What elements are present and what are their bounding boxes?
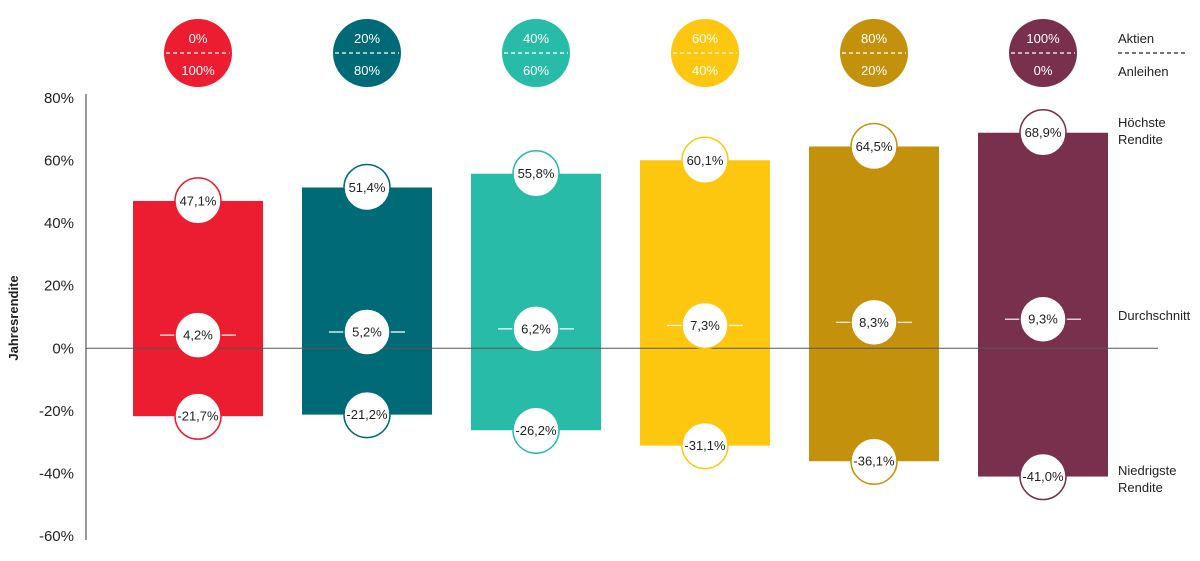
min-value-label: -41,0% [1022, 469, 1064, 484]
average-value-label: 4,2% [183, 328, 213, 343]
allocation-aktien: 0% [189, 31, 208, 46]
legend-aktien: Aktien [1118, 31, 1154, 46]
average-value-label: 7,3% [690, 318, 720, 333]
allocation-header: 80% 20% [840, 19, 908, 87]
allocation-header: 100% 0% [1009, 19, 1077, 87]
min-value-label: -36,1% [853, 454, 895, 469]
portfolio-value-group: 55,8% 6,2% -26,2% [498, 149, 574, 455]
min-value-circle [174, 392, 222, 440]
allocation-header: 20% 80% [333, 19, 401, 87]
allocation-header: 0% 100% [164, 19, 232, 87]
average-value-circle [850, 298, 898, 347]
y-tick-label: -20% [39, 403, 74, 420]
max-value-label: 55,8% [518, 166, 555, 181]
max-value-circle [1019, 108, 1067, 157]
allocation-aktien: 80% [861, 31, 887, 46]
allocation-aktien: 40% [523, 31, 549, 46]
portfolio-value-group: 68,9% 9,3% -41,0% [1005, 108, 1081, 501]
allocation-header: 60% 40% [671, 19, 739, 87]
max-value-circle [343, 163, 391, 212]
bar [471, 173, 601, 431]
allocation-anleihen: 80% [354, 63, 380, 78]
bars [133, 132, 1108, 477]
bar [302, 187, 432, 415]
legend-anleihen: Anleihen [1118, 64, 1169, 79]
min-value-label: -31,1% [684, 438, 726, 453]
portfolio-value-group: 60,1% 7,3% -31,1% [667, 136, 743, 470]
allocation-anleihen: 40% [692, 63, 718, 78]
y-tick-label: -60% [39, 528, 74, 545]
y-tick-label: 60% [44, 153, 74, 170]
max-value-circle [174, 177, 222, 225]
allocation-aktien: 60% [692, 31, 718, 46]
average-value-label: 6,2% [521, 321, 551, 336]
y-axis: 80% 60% 40% 20% 0% -20% -40% -60% [39, 90, 87, 545]
min-value-circle [850, 437, 898, 485]
allocation-anleihen: 60% [523, 63, 549, 78]
y-tick-label: 40% [44, 215, 74, 232]
min-value-circle [343, 390, 391, 439]
min-value-circle [681, 421, 729, 470]
average-value-circle [512, 305, 560, 353]
side-legend: Aktien Anleihen Höchste Rendite Durchsch… [1118, 31, 1191, 495]
max-value-label: 60,1% [687, 153, 724, 168]
portfolio-value-group: 51,4% 5,2% -21,2% [329, 163, 405, 439]
portfolio-value-group: 64,5% 8,3% -36,1% [836, 122, 912, 485]
min-value-circle [512, 406, 560, 455]
y-tick-label: 80% [44, 90, 74, 107]
min-value-label: -26,2% [515, 423, 557, 438]
value-labels: 47,1% 4,2% -21,7% 51,4% 5,2% -21,2% 55,8% 6,2% -… [86, 108, 1158, 501]
average-value-label: 5,2% [352, 325, 382, 340]
max-value-circle [512, 149, 560, 198]
allocation-anleihen: 100% [181, 63, 215, 78]
legend-highest-line2: Rendite [1118, 132, 1163, 147]
allocation-aktien: 20% [354, 31, 380, 46]
max-value-label: 47,1% [180, 193, 217, 208]
y-tick-label: 20% [44, 278, 74, 295]
average-value-circle [1019, 295, 1067, 343]
min-value-circle [1019, 452, 1067, 501]
legend-average: Durchschnitt [1118, 308, 1191, 323]
y-tick-label: -40% [39, 465, 74, 482]
allocation-aktien: 100% [1026, 31, 1060, 46]
min-value-label: -21,7% [177, 409, 219, 424]
min-value-label: -21,2% [346, 407, 388, 422]
legend-lowest-line2: Rendite [1118, 480, 1163, 495]
max-value-label: 51,4% [349, 180, 386, 195]
allocation-anleihen: 0% [1034, 63, 1053, 78]
legend-highest-line1: Höchste [1118, 115, 1166, 130]
average-value-circle [681, 301, 729, 350]
allocation-anleihen: 20% [861, 63, 887, 78]
max-value-label: 68,9% [1025, 125, 1062, 140]
allocation-headers: 0% 100% 20% 80% 40% 60% 60% 40% 80% 20% 100% 0% [164, 19, 1077, 87]
legend-lowest-line1: Niedrigste [1118, 463, 1177, 478]
y-axis-label: Jahresrendite [6, 275, 21, 360]
average-value-label: 8,3% [859, 315, 889, 330]
y-tick-label: 0% [52, 340, 74, 357]
portfolio-value-group: 47,1% 4,2% -21,7% [160, 177, 236, 440]
average-value-label: 9,3% [1028, 312, 1058, 327]
allocation-header: 40% 60% [502, 19, 570, 87]
average-value-circle [174, 311, 222, 359]
max-value-circle [850, 122, 898, 171]
average-value-circle [343, 308, 391, 356]
max-value-label: 64,5% [856, 139, 893, 154]
max-value-circle [681, 136, 729, 185]
bar [133, 200, 263, 417]
